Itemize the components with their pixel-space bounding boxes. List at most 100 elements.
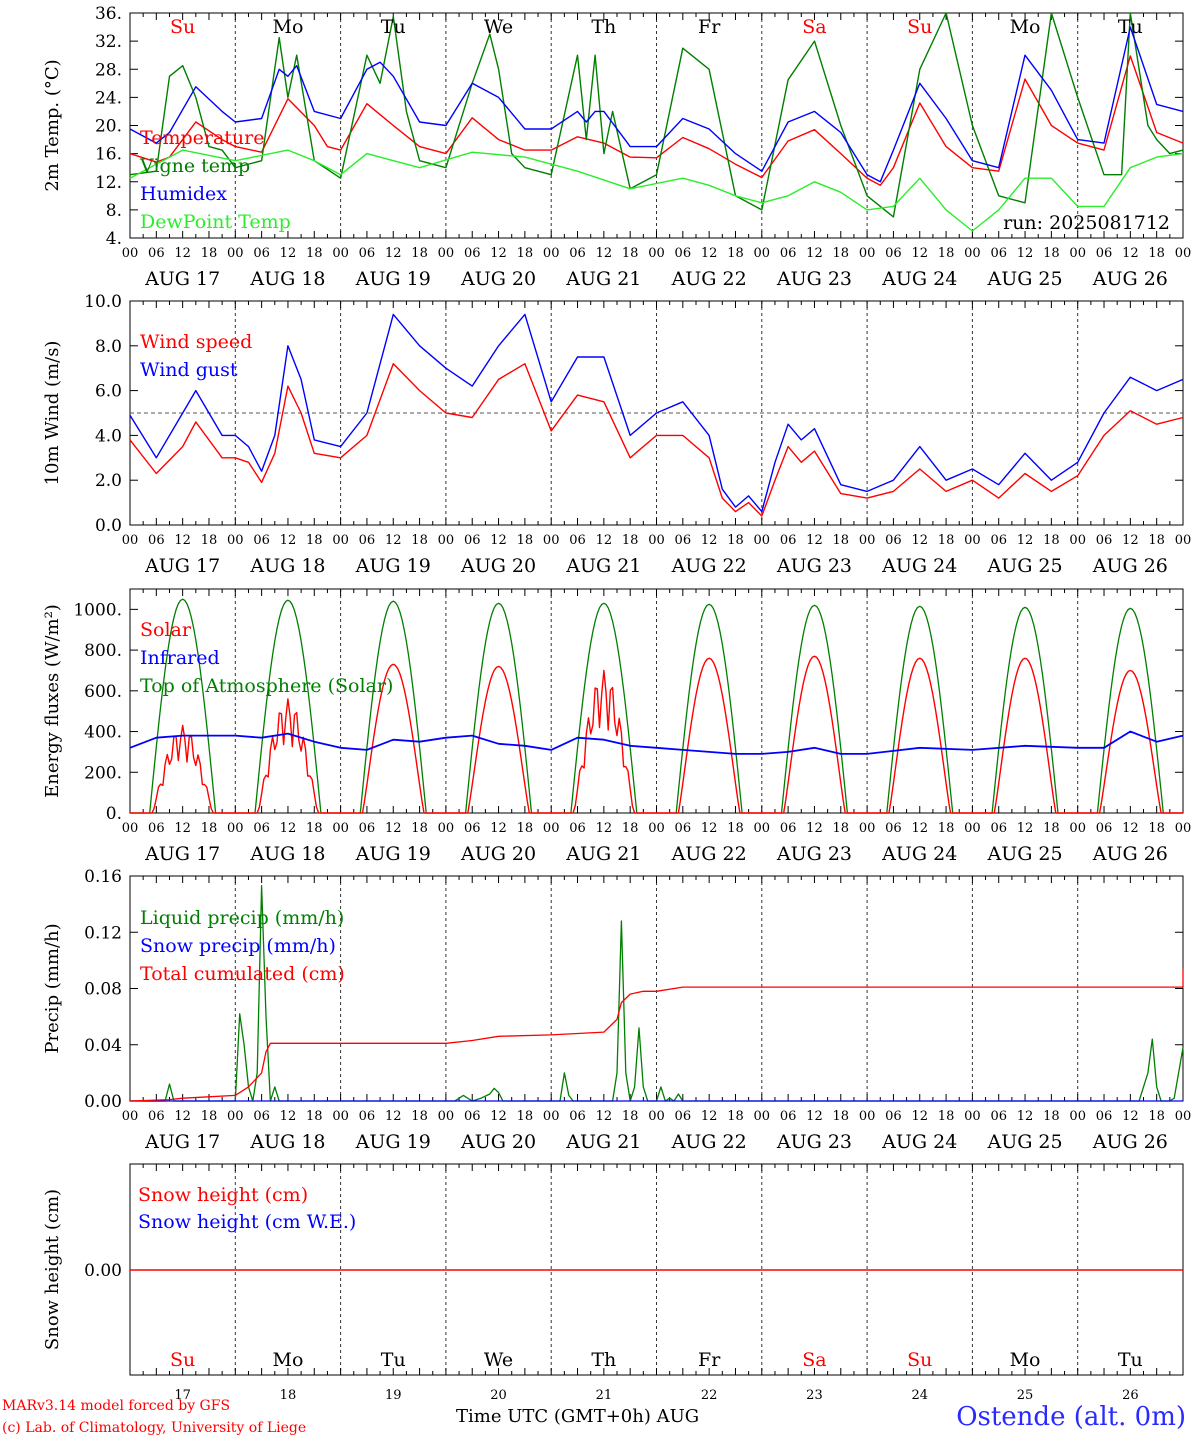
y-tick-label: 400.: [84, 723, 122, 743]
weekday-label: We: [484, 16, 513, 38]
y-tick-label: 2.0: [95, 471, 122, 491]
series-humidex: [129, 26, 1184, 183]
hour-tick-label: 12: [490, 533, 507, 548]
hour-tick-label: 06: [990, 246, 1007, 261]
hour-tick-label: 06: [780, 246, 797, 261]
hour-tick-label: 12: [385, 533, 402, 548]
hour-tick-label: 00: [438, 533, 455, 548]
hour-tick-label: 00: [543, 246, 560, 261]
hour-tick-label: 00: [438, 246, 455, 261]
y-tick-label: 16.: [95, 145, 122, 165]
hour-tick-label: 06: [569, 246, 586, 261]
y-tick-label: 20.: [95, 117, 122, 137]
series-dewpoint-temp: [129, 149, 1184, 232]
hour-tick-label: 18: [306, 821, 323, 836]
hour-tick-label: 06: [148, 533, 165, 548]
hour-tick-label: 06: [675, 1109, 692, 1124]
legend-entry: Snow height (cm): [138, 1184, 308, 1206]
hour-tick-label: 00: [1069, 246, 1086, 261]
series-solar: [130, 655, 1183, 814]
day-number: 17: [174, 1388, 191, 1403]
hour-tick-label: 06: [1096, 1109, 1113, 1124]
hour-tick-label: 18: [1148, 246, 1165, 261]
hour-tick-label: 12: [911, 246, 928, 261]
series-wind-gust: [129, 313, 1184, 513]
y-tick-label: 24.: [95, 88, 122, 108]
legend-entry: Top of Atmosphere (Solar): [140, 675, 393, 697]
day-label: AUG 21: [565, 843, 641, 865]
hour-tick-label: 12: [701, 246, 718, 261]
hour-tick-label: 06: [675, 533, 692, 548]
legend-entry: Infrared: [140, 647, 220, 669]
weekday-label: Su: [907, 1349, 932, 1371]
hour-tick-label: 06: [148, 1109, 165, 1124]
weekday-label: Sa: [802, 1349, 826, 1371]
y-tick-label: 36.: [95, 4, 122, 24]
y-tick-label: 8.: [106, 201, 122, 221]
hour-tick-label: 00: [543, 821, 560, 836]
day-label: AUG 23: [776, 1131, 852, 1153]
hour-tick-label: 06: [1096, 821, 1113, 836]
hour-tick-label: 06: [253, 821, 270, 836]
hour-tick-label: 18: [1148, 533, 1165, 548]
day-label: AUG 23: [776, 268, 852, 290]
day-label: AUG 20: [460, 843, 536, 865]
legend-entry: Liquid precip (mm/h): [140, 907, 344, 929]
hour-tick-label: 00: [859, 533, 876, 548]
day-number: 19: [385, 1388, 402, 1403]
legend-entry: Vigne temp: [139, 155, 250, 177]
day-label: AUG 26: [1092, 843, 1168, 865]
hour-tick-label: 18: [201, 1109, 218, 1124]
legend-entry: Solar: [140, 619, 192, 641]
series-total-cumulated-cm-: [129, 968, 1184, 1102]
hour-tick-label: 18: [411, 821, 428, 836]
y-axis-label: Precip (mm/h): [42, 923, 63, 1053]
day-label: AUG 18: [249, 1131, 325, 1153]
y-tick-label: 0.00: [84, 1261, 122, 1281]
day-label: AUG 19: [355, 843, 431, 865]
day-label: AUG 18: [249, 555, 325, 577]
credit-line-1: MARv3.14 model forced by GFS: [2, 1398, 231, 1414]
legend-entry: Humidex: [140, 183, 227, 205]
hour-tick-label: 00: [122, 821, 139, 836]
hour-tick-label: 00: [964, 246, 981, 261]
hour-tick-label: 12: [280, 246, 297, 261]
hour-tick-label: 18: [306, 533, 323, 548]
hour-tick-label: 06: [780, 1109, 797, 1124]
hour-tick-label: 06: [675, 821, 692, 836]
hour-tick-label: 18: [833, 1109, 850, 1124]
month-label: AUG: [656, 1406, 700, 1427]
y-tick-label: 0.00: [84, 1092, 122, 1112]
hour-tick-label: 06: [464, 533, 481, 548]
legend-entry: Total cumulated (cm): [140, 963, 345, 985]
day-number: 24: [911, 1388, 928, 1403]
hour-tick-label: 06: [359, 246, 376, 261]
hour-tick-label: 00: [122, 246, 139, 261]
hour-tick-label: 06: [990, 821, 1007, 836]
day-label: AUG 20: [460, 268, 536, 290]
hour-tick-label: 12: [385, 246, 402, 261]
hour-tick-label: 12: [596, 246, 613, 261]
day-label: AUG 21: [565, 268, 641, 290]
day-label: AUG 25: [986, 268, 1062, 290]
hour-tick-label: 00: [754, 1109, 771, 1124]
hour-tick-label: 12: [280, 533, 297, 548]
hour-tick-label: 12: [911, 533, 928, 548]
hour-tick-label: 12: [911, 1109, 928, 1124]
hour-tick-label: 00: [438, 821, 455, 836]
day-label: AUG 19: [355, 1131, 431, 1153]
day-label: AUG 22: [671, 268, 747, 290]
weekday-label: Su: [170, 1349, 195, 1371]
hour-tick-label: 18: [201, 533, 218, 548]
hour-tick-label: 00: [332, 1109, 349, 1124]
hour-tick-label: 06: [359, 533, 376, 548]
day-label: AUG 23: [776, 555, 852, 577]
hour-tick-label: 00: [543, 1109, 560, 1124]
hour-tick-label: 18: [727, 1109, 744, 1124]
hour-tick-label: 12: [490, 246, 507, 261]
hour-tick-label: 00: [1069, 533, 1086, 548]
y-tick-label: 32.: [95, 32, 122, 52]
weekday-label: Tu: [381, 1349, 406, 1371]
hour-tick-label: 00: [122, 533, 139, 548]
